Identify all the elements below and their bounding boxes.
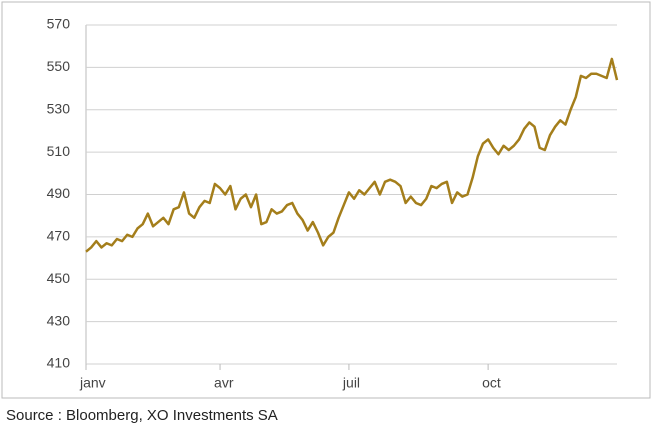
x-tick-label: janv xyxy=(79,375,106,391)
x-tick-label: juil xyxy=(342,375,360,391)
y-tick-label: 430 xyxy=(47,312,71,328)
price-line xyxy=(85,57,619,253)
y-tick-label: 530 xyxy=(47,100,71,116)
y-tick-label: 470 xyxy=(47,228,71,244)
y-tick-label: 570 xyxy=(47,16,71,32)
source-note: Source : Bloomberg, XO Investments SA xyxy=(6,407,278,424)
x-tick-label: avr xyxy=(214,375,234,391)
y-tick-label: 510 xyxy=(47,143,71,159)
y-tick-label: 450 xyxy=(47,270,71,286)
y-tick-label: 550 xyxy=(47,58,71,74)
y-tick-label: 410 xyxy=(47,355,71,371)
x-tick-label: oct xyxy=(482,375,501,391)
y-tick-label: 490 xyxy=(47,185,71,201)
chart-frame xyxy=(1,1,651,399)
